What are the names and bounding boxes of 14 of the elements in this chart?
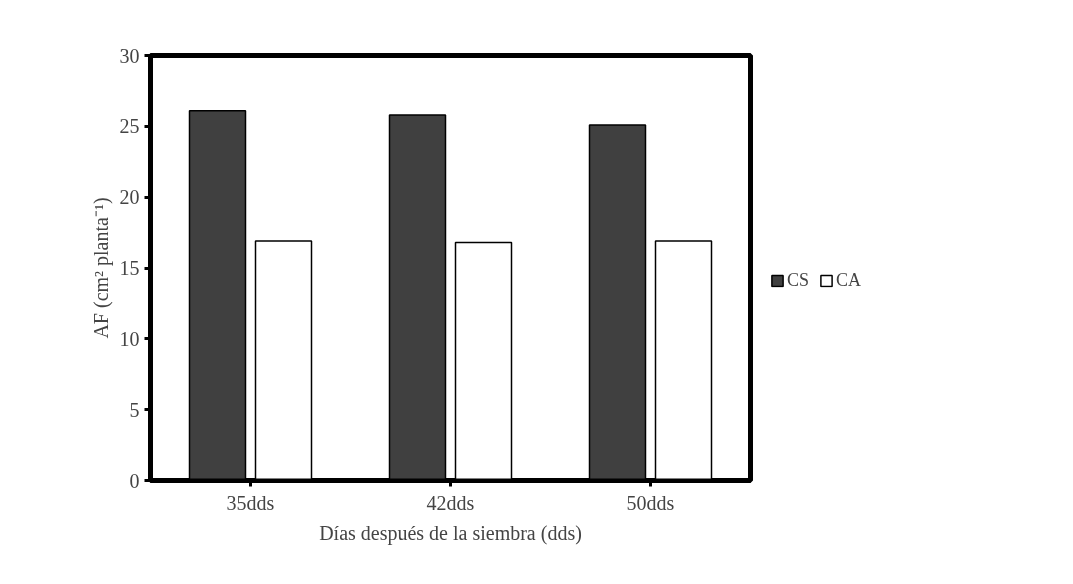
y-axis-title: AF (cm² planta⁻¹) <box>89 197 113 339</box>
x-axis-title: Días después de la siembra (dds) <box>319 521 582 545</box>
legend-label: CA <box>836 269 862 291</box>
y-tick-label: 20 <box>119 186 140 209</box>
y-tick-label: 0 <box>129 469 140 492</box>
y-tick-label: 30 <box>119 44 140 67</box>
x-tick-label: 35dds <box>226 491 275 514</box>
y-tick-label: 25 <box>119 115 140 138</box>
x-tick-label: 50dds <box>626 491 675 514</box>
y-tick-label: 5 <box>129 398 140 421</box>
y-tick-label: 10 <box>119 327 140 350</box>
legend-label: CS <box>787 269 810 291</box>
y-tick-label: 15 <box>119 257 140 279</box>
x-tick-label: 42dds <box>426 491 475 514</box>
